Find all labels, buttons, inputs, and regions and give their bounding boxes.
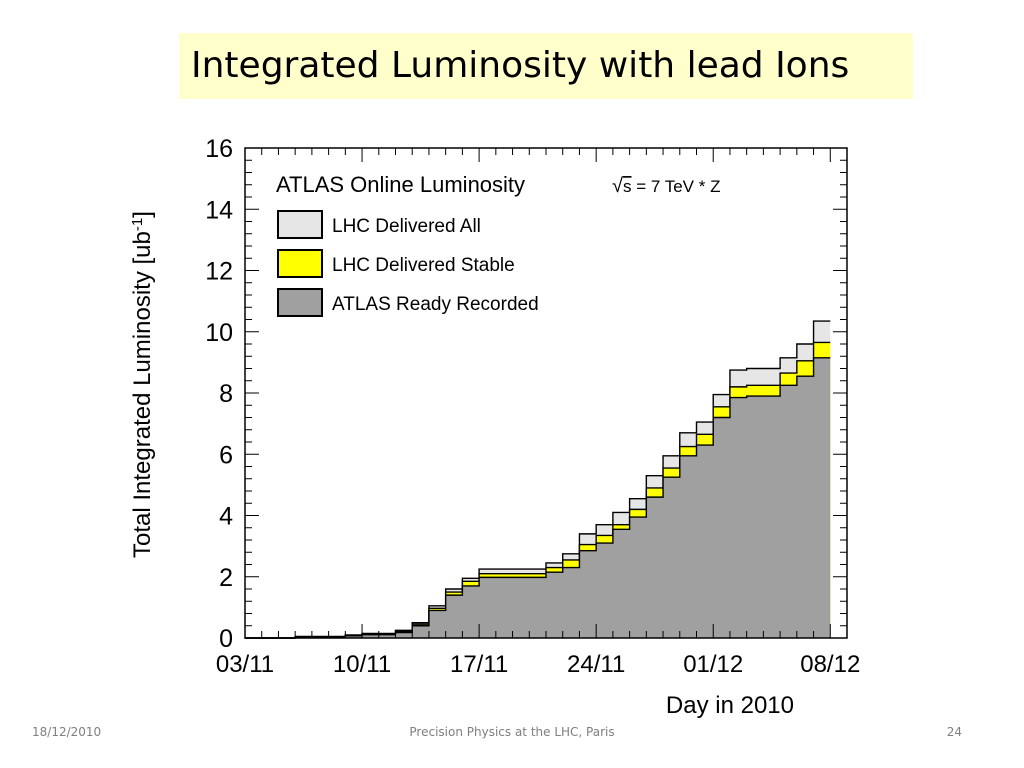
- y-axis-label: Total Integrated Luminosity [ub-1]: [129, 211, 157, 558]
- y-tick-label: 10: [205, 319, 233, 347]
- axis-ticks: [244, 148, 848, 639]
- energy-annotation: √s = 7 TeV * Z: [612, 175, 720, 197]
- footer-page-number: 24: [946, 725, 962, 739]
- y-tick-label: 14: [205, 196, 233, 224]
- y-tick-label: 2: [219, 564, 233, 592]
- x-tick-label: 01/12: [683, 651, 743, 678]
- legend-swatch: [277, 210, 323, 239]
- y-tick-label: 12: [205, 258, 233, 286]
- chart-areas: [245, 320, 831, 639]
- y-tick-label: 6: [219, 441, 233, 469]
- x-tick-label: 24/11: [567, 651, 625, 678]
- footer-title: Precision Physics at the LHC, Paris: [409, 725, 615, 739]
- footer-date: 18/12/2010: [32, 725, 102, 739]
- legend-label: LHC Delivered All: [332, 216, 481, 237]
- y-tick-labels: 0 2 4 6 8 10 12 14 16: [205, 135, 233, 653]
- x-tick-label: 17/11: [450, 651, 508, 678]
- x-tick-labels: 03/11 10/11 17/11 24/11 01/12 08/12: [216, 651, 860, 678]
- x-tick-label: 10/11: [333, 651, 391, 678]
- x-axis-label: Day in 2010: [666, 692, 794, 719]
- area-2: [245, 357, 831, 638]
- y-tick-label: 16: [205, 135, 233, 163]
- legend-label: ATLAS Ready Recorded: [332, 294, 539, 315]
- y-tick-label: 8: [219, 380, 233, 408]
- y-tick-label: 0: [219, 625, 233, 653]
- x-tick-label: 03/11: [216, 651, 274, 678]
- legend: LHC Delivered All LHC Delivered Stable ATL…: [277, 210, 539, 317]
- x-tick-label: 08/12: [800, 651, 860, 678]
- legend-swatch: [277, 288, 323, 317]
- slide-title: Integrated Luminosity with lead Ions: [179, 33, 913, 99]
- legend-label: LHC Delivered Stable: [332, 255, 515, 276]
- legend-swatch: [277, 249, 323, 278]
- chart-title: ATLAS Online Luminosity: [276, 172, 525, 197]
- y-tick-label: 4: [219, 503, 233, 531]
